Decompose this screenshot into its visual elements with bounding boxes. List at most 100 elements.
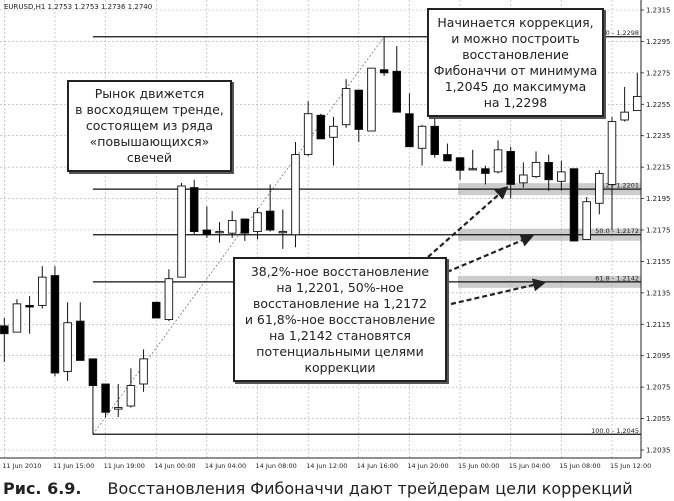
candle-body [63,322,72,372]
candle [38,266,47,309]
annotation-correction: Начинается коррекция, и можно построить … [427,8,604,117]
candle-body [354,89,364,130]
y-tick-label: 1.2155 [646,258,671,266]
candle-body [189,187,199,233]
candle [443,143,452,162]
candle-body [392,70,402,113]
candle [291,142,300,248]
candle [468,149,477,171]
candle-body [607,121,617,185]
candle [405,93,414,148]
candle [316,113,326,140]
candle-body [455,157,465,171]
candle [430,116,439,158]
x-tick-label: 14 Jun 12:00 [306,462,347,470]
candle [557,160,566,191]
candle-body [468,168,477,171]
candle-body [620,111,629,121]
candle [620,87,629,122]
candle [265,184,275,232]
candle [126,368,136,408]
x-tick-label: 14 Jun 20:00 [407,462,448,470]
candle [101,383,110,417]
candle-body [88,358,98,387]
candle [569,168,579,242]
candle-body [164,278,174,321]
candle-body [405,113,414,148]
candle-body [12,303,22,333]
candle-body [227,220,237,234]
candle-body [177,185,186,278]
candle-body [113,407,123,410]
candle [595,170,604,215]
candle [25,296,34,334]
x-tick-label: 11 Jun 2010 [2,462,41,470]
candle-body [519,174,528,184]
candle [202,206,212,238]
candle-body [139,358,148,385]
candle [303,101,313,157]
candle [240,218,250,241]
y-tick-label: 1.2315 [646,7,671,15]
candle [506,146,515,199]
candle-body [633,95,642,112]
candle [341,79,351,128]
candle-body [0,325,9,335]
fib-level-label: 38.2 - 1.2201 [595,182,639,190]
arrow [446,234,535,274]
candle-body [316,114,326,140]
candle-body [25,304,34,308]
figure-caption: Рис. 6.9. Восстановления Фибоначчи дают т… [3,479,633,498]
candle [481,165,490,185]
y-tick-label: 1.2295 [646,38,671,46]
candle-body [443,154,452,162]
y-tick-label: 1.2175 [646,227,671,235]
candle [139,349,148,392]
candle-body [379,69,389,74]
candle-body [531,161,541,178]
candle-body [481,168,490,174]
y-tick-label: 1.2215 [646,164,671,172]
candle-body [595,172,604,204]
candle-body [101,383,110,413]
candle [354,89,364,142]
x-tick-label: 15 Jun 12:00 [610,462,651,470]
candle-body [329,125,338,138]
x-tick-label: 11 Jun 19:00 [104,462,145,470]
candle-body [493,149,503,173]
caption-number: Рис. 6.9. [3,479,82,498]
y-tick-label: 1.2075 [646,384,671,392]
candle-body [557,171,566,182]
candle-body [582,201,591,240]
fib-level-label: 100.0 - 1.2045 [591,427,639,435]
candle [278,209,288,249]
candle [519,162,528,188]
candle [607,116,617,230]
candle [531,151,541,179]
caption-text: Восстановления Фибоначчи дают трейдерам … [107,479,633,498]
candle [164,269,174,322]
fib-level-label: 50.0 - 1.2172 [595,227,639,235]
candle [493,140,503,174]
fib-level-label: 61.8 - 1.2142 [595,274,639,282]
y-tick-label: 1.2035 [646,447,671,455]
x-tick-label: 11 Jun 15:00 [53,462,94,470]
candle-body [544,161,553,181]
candle [329,116,338,166]
candle [63,302,72,381]
candle-body [126,385,136,407]
candle-body [240,218,250,234]
candle [50,266,60,377]
symbol-header: EURUSD,H1 1.2753 1.2753 1.2736 1.2740 [4,3,153,11]
candle-body [202,229,212,236]
candle [417,124,427,166]
candle-body [303,113,313,156]
candle [113,384,123,417]
x-tick-label: 15 Jun 04:00 [509,462,550,470]
candle [88,358,98,435]
candle-body [253,212,262,233]
candle-body [76,320,85,361]
candle [379,36,389,76]
candle [189,179,199,235]
